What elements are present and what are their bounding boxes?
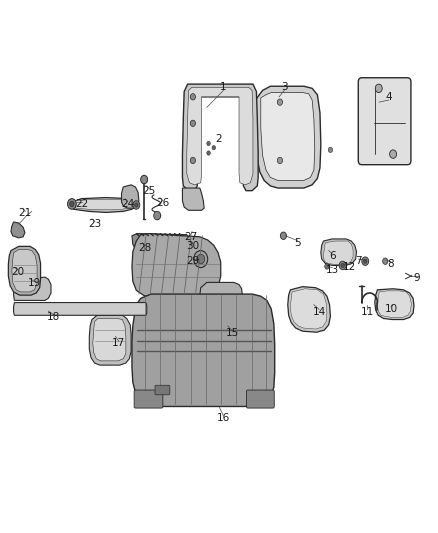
Text: 20: 20: [11, 267, 25, 277]
Circle shape: [141, 175, 148, 184]
Circle shape: [154, 212, 161, 220]
Text: 10: 10: [385, 304, 397, 314]
Polygon shape: [132, 233, 221, 296]
Circle shape: [383, 258, 388, 264]
Circle shape: [341, 263, 344, 268]
Text: 30: 30: [186, 241, 199, 252]
Circle shape: [390, 150, 396, 158]
Text: 9: 9: [414, 273, 420, 283]
Circle shape: [375, 84, 382, 93]
Polygon shape: [8, 246, 41, 295]
Text: 29: 29: [186, 256, 200, 266]
Text: 13: 13: [325, 265, 339, 274]
Circle shape: [190, 94, 195, 100]
Circle shape: [190, 120, 195, 126]
Polygon shape: [200, 282, 243, 314]
Polygon shape: [132, 294, 275, 407]
Text: 17: 17: [112, 338, 126, 349]
Text: 3: 3: [281, 82, 288, 92]
Polygon shape: [378, 291, 411, 317]
Text: 25: 25: [143, 185, 156, 196]
Polygon shape: [261, 93, 315, 181]
Text: 14: 14: [312, 306, 326, 317]
Text: 5: 5: [294, 238, 300, 248]
Text: 26: 26: [156, 198, 169, 208]
Text: 7: 7: [355, 256, 362, 266]
Text: 21: 21: [19, 208, 32, 219]
Circle shape: [207, 151, 210, 155]
FancyBboxPatch shape: [134, 390, 163, 408]
Text: 27: 27: [184, 232, 198, 243]
Circle shape: [67, 199, 76, 209]
Polygon shape: [290, 289, 327, 329]
Text: 15: 15: [226, 328, 239, 338]
Polygon shape: [323, 241, 353, 264]
Circle shape: [133, 201, 140, 209]
Text: 11: 11: [360, 306, 374, 317]
Text: 19: 19: [28, 278, 41, 288]
Circle shape: [280, 232, 286, 239]
Polygon shape: [71, 198, 135, 213]
Text: 12: 12: [343, 262, 356, 271]
Text: 4: 4: [385, 92, 392, 102]
Polygon shape: [132, 233, 189, 254]
Circle shape: [277, 99, 283, 106]
Text: 2: 2: [215, 134, 223, 144]
Polygon shape: [89, 316, 131, 365]
Polygon shape: [11, 222, 25, 238]
Polygon shape: [321, 239, 357, 265]
Text: 6: 6: [329, 251, 336, 261]
Circle shape: [190, 157, 195, 164]
Circle shape: [277, 157, 283, 164]
Polygon shape: [254, 86, 321, 188]
Circle shape: [70, 201, 74, 207]
Circle shape: [339, 261, 346, 270]
Circle shape: [362, 257, 369, 265]
Circle shape: [207, 141, 210, 146]
Text: 18: 18: [47, 312, 60, 322]
Text: 1: 1: [220, 82, 226, 92]
Circle shape: [364, 259, 367, 263]
Text: 23: 23: [88, 219, 102, 229]
Polygon shape: [12, 249, 37, 292]
Polygon shape: [14, 277, 51, 301]
Text: 8: 8: [388, 259, 394, 269]
Polygon shape: [375, 289, 414, 319]
FancyBboxPatch shape: [358, 78, 411, 165]
Circle shape: [325, 264, 329, 269]
Text: 16: 16: [217, 413, 230, 423]
Polygon shape: [288, 287, 330, 332]
Polygon shape: [121, 185, 139, 208]
Text: 24: 24: [121, 199, 134, 209]
Polygon shape: [187, 87, 253, 185]
Circle shape: [328, 147, 332, 152]
FancyBboxPatch shape: [247, 390, 274, 408]
Text: 28: 28: [138, 243, 152, 253]
Circle shape: [197, 254, 205, 264]
FancyBboxPatch shape: [155, 385, 170, 395]
Polygon shape: [73, 200, 133, 210]
Polygon shape: [183, 188, 204, 211]
Polygon shape: [93, 318, 126, 361]
Polygon shape: [14, 303, 147, 316]
Polygon shape: [183, 84, 258, 191]
Circle shape: [194, 251, 208, 268]
Text: 22: 22: [75, 199, 88, 209]
Circle shape: [212, 146, 215, 150]
Circle shape: [134, 203, 138, 207]
